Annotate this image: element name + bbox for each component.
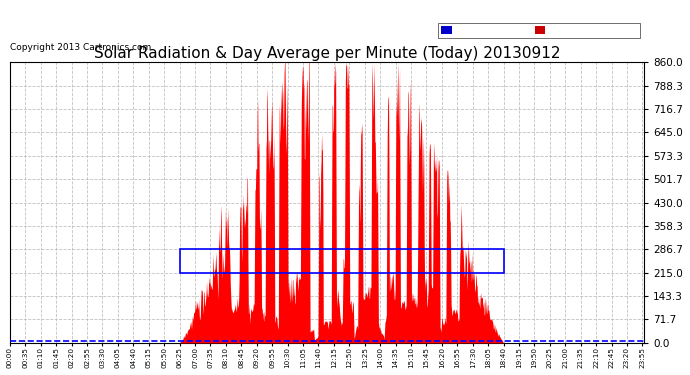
- Text: Copyright 2013 Cartronics.com: Copyright 2013 Cartronics.com: [10, 42, 151, 51]
- Legend: Median (W/m2), Radiation (W/m2): Median (W/m2), Radiation (W/m2): [438, 23, 640, 38]
- Title: Solar Radiation & Day Average per Minute (Today) 20130912: Solar Radiation & Day Average per Minute…: [94, 46, 560, 61]
- Bar: [179, 249, 504, 273]
